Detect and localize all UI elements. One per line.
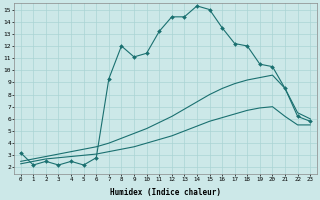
X-axis label: Humidex (Indice chaleur): Humidex (Indice chaleur) (110, 188, 221, 197)
